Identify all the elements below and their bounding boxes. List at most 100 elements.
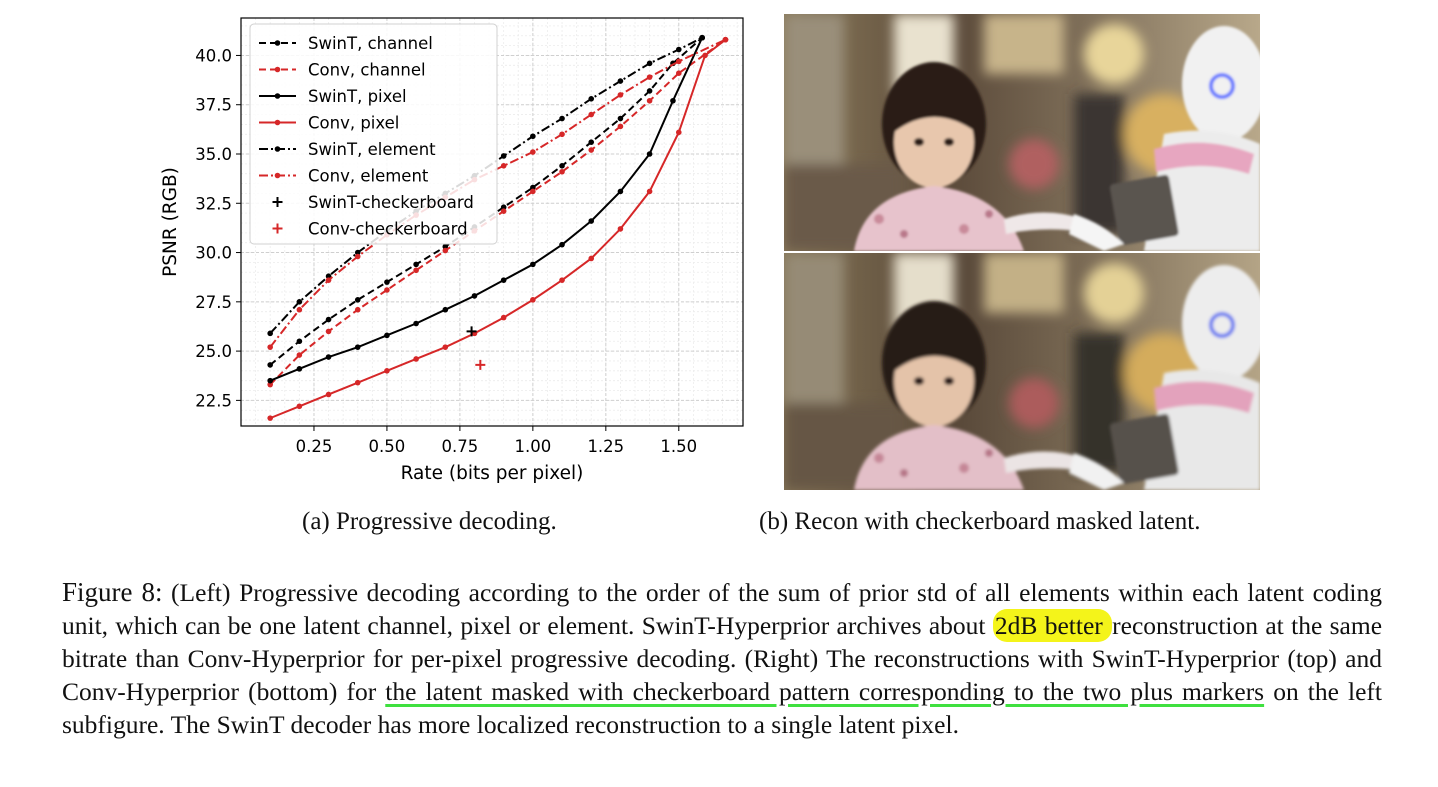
data-point-conv-element <box>617 92 624 98</box>
data-point-conv-channel <box>559 168 565 175</box>
x-tick-label: 0.75 <box>442 437 479 456</box>
data-point-conv-pixel <box>267 415 273 421</box>
subcaption-a: (a) Progressive decoding. <box>302 508 557 535</box>
chart-legend: SwinT, channel Conv, channel SwinT, pixel C… <box>249 23 498 245</box>
data-point-conv-pixel <box>530 297 536 303</box>
data-point-swint-channel <box>384 279 390 285</box>
x-axis-label: Rate (bits per pixel) <box>401 463 584 484</box>
legend-label: SwinT, pixel <box>308 87 407 106</box>
subcaption-b: (b) Recon with checkerboard masked laten… <box>759 508 1201 535</box>
data-point-conv-pixel <box>296 403 303 410</box>
data-point-conv-element <box>267 344 273 350</box>
data-point-swint-element <box>646 60 653 67</box>
data-point-swint-element <box>500 153 507 159</box>
data-point-conv-element <box>354 253 361 260</box>
data-point-swint-element <box>588 96 595 102</box>
x-tick-label: 1.50 <box>660 437 697 456</box>
legend-label: Conv-checkerboard <box>308 220 468 239</box>
x-tick-label: 1.00 <box>514 437 551 456</box>
data-point-swint-pixel <box>670 97 676 104</box>
data-point-conv-element <box>296 306 303 313</box>
legend-swatch-marker <box>274 40 281 46</box>
data-point-conv-pixel <box>442 344 449 350</box>
data-point-conv-pixel <box>675 129 682 136</box>
data-point-conv-pixel <box>354 379 361 386</box>
legend-swatch-marker <box>274 93 281 99</box>
data-point-conv-pixel <box>588 255 595 262</box>
marker-conv-checkerboard <box>475 359 486 370</box>
legend-swatch-marker <box>274 66 281 73</box>
legend-swatch-marker <box>274 119 281 126</box>
data-point-swint-element <box>699 34 705 41</box>
caption-text-3: on the left subfigure. The SwinT decoder… <box>62 677 1382 739</box>
data-point-swint-element <box>675 46 682 53</box>
marker-swint-checkerboard <box>466 326 477 337</box>
chart-ticks: 0.25 0.50 0.75 1.00 1.25 1.50 22.5 25.0 27.5 30.0… <box>195 46 697 456</box>
x-tick-label: 0.25 <box>296 437 333 456</box>
data-point-conv-channel <box>588 147 595 153</box>
psnr-rate-chart: 0.25 0.50 0.75 1.00 1.25 1.50 22.5 25.0 27.5 30.0… <box>160 17 744 484</box>
series-line-conv-channel <box>269 38 727 386</box>
recon-image-swint <box>784 14 1260 251</box>
data-point-conv-pixel <box>500 314 507 321</box>
data-point-swint-channel <box>646 88 653 94</box>
data-point-swint-channel <box>325 316 332 323</box>
data-point-swint-element <box>354 249 361 256</box>
data-point-swint-channel <box>413 261 419 268</box>
data-point-swint-pixel <box>354 344 361 350</box>
data-point-swint-channel <box>588 139 595 145</box>
y-tick-label: 27.5 <box>195 293 232 312</box>
legend-label: SwinT-checkerboard <box>308 193 474 212</box>
data-point-swint-channel <box>296 338 303 345</box>
data-point-swint-pixel <box>384 332 390 339</box>
y-axis-label: PSNR (RGB) <box>160 167 181 277</box>
data-point-swint-element <box>325 273 332 280</box>
legend-swatch-marker <box>274 172 281 179</box>
legend-label: Conv, pixel <box>308 114 399 133</box>
legend-label: SwinT, channel <box>308 34 433 53</box>
data-point-conv-pixel <box>559 277 565 283</box>
y-tick-label: 30.0 <box>195 244 232 263</box>
caption-highlight: 2dB better <box>992 609 1113 642</box>
data-point-swint-channel <box>617 115 624 122</box>
data-point-conv-channel <box>617 123 624 130</box>
data-point-swint-channel <box>442 243 449 250</box>
series-line-swint-pixel <box>269 37 704 382</box>
caption-text-1: (Left) Progressive decoding according to… <box>62 578 1382 640</box>
data-point-swint-channel <box>354 297 361 303</box>
legend-label: SwinT, element <box>308 140 436 159</box>
figure-caption: Figure 8: (Left) Progressive decoding ac… <box>62 576 1382 741</box>
data-point-swint-pixel <box>646 151 653 157</box>
data-point-swint-pixel <box>325 354 332 360</box>
data-point-conv-channel <box>675 70 682 76</box>
data-point-swint-pixel <box>471 293 478 299</box>
legend-swatch-marker <box>274 146 281 152</box>
data-point-swint-pixel <box>588 218 595 224</box>
legend-label: Conv, channel <box>308 61 426 80</box>
data-point-conv-channel <box>325 328 332 335</box>
data-point-conv-element <box>500 163 507 169</box>
data-point-swint-channel <box>267 362 273 368</box>
data-point-conv-channel <box>296 352 303 358</box>
data-point-swint-pixel <box>413 320 419 327</box>
y-tick-label: 35.0 <box>195 145 232 164</box>
data-point-conv-element <box>325 277 332 283</box>
data-point-swint-pixel <box>530 261 536 268</box>
data-point-conv-channel <box>530 188 536 195</box>
recon-image-conv <box>784 253 1260 490</box>
data-point-conv-element <box>559 131 565 138</box>
y-tick-label: 37.5 <box>195 96 232 115</box>
data-point-conv-element <box>722 36 729 43</box>
data-point-conv-channel <box>500 208 507 214</box>
figure-label: Figure 8: <box>62 577 163 607</box>
data-point-conv-channel <box>413 267 419 274</box>
data-point-conv-element <box>646 74 653 80</box>
data-point-conv-channel <box>442 247 449 254</box>
data-point-conv-pixel <box>617 226 624 232</box>
caption-underlined: the latent masked with checkerboard patt… <box>385 677 1265 706</box>
data-point-conv-channel <box>646 97 653 104</box>
data-point-swint-pixel <box>500 277 507 283</box>
series-line-conv-element <box>269 38 726 348</box>
data-point-conv-pixel <box>325 391 332 398</box>
data-point-swint-element <box>267 330 273 337</box>
